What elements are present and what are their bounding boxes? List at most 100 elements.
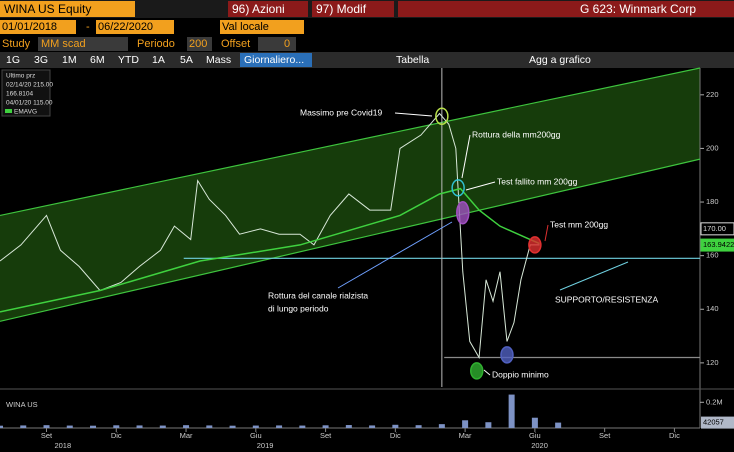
tab-active[interactable] <box>240 53 312 67</box>
series-line <box>0 112 540 360</box>
volume-bar <box>322 425 329 428</box>
x-tick-label: Set <box>41 431 53 440</box>
volume-bar <box>485 422 492 428</box>
menu[interactable] <box>312 1 394 17</box>
toolbar-button[interactable]: 1M <box>62 54 77 66</box>
toolbar-button[interactable]: Giornaliero... <box>244 54 304 66</box>
marker <box>451 179 465 197</box>
legend-entry: Ultimo prz <box>6 73 35 80</box>
volume-bar <box>415 425 422 428</box>
year-label: 2019 <box>257 441 274 450</box>
toolbar-button[interactable]: Mass <box>206 54 231 66</box>
input[interactable] <box>258 37 296 51</box>
toolbar-button[interactable]: YTD <box>118 54 139 66</box>
input[interactable] <box>187 37 212 51</box>
toolbar-button[interactable]: 3G <box>34 54 48 66</box>
volume-bar <box>508 394 515 428</box>
volume-bar <box>276 425 283 428</box>
menu: 96) Azioni <box>232 2 285 16</box>
end-date: 06/22/2020 <box>98 21 153 33</box>
volume-bar <box>345 425 352 428</box>
volume-bar <box>555 422 562 428</box>
marker <box>435 107 449 126</box>
price-tag-label: 163.9422 <box>703 240 734 249</box>
menu[interactable] <box>228 1 308 17</box>
security-name: G 623: Winmark Corp <box>580 2 696 16</box>
volume-bar <box>531 417 538 428</box>
y-tick-label: 120 <box>706 358 719 367</box>
toolbar-button[interactable]: 1A <box>152 54 165 66</box>
volume-bar <box>229 425 236 428</box>
volume-bar <box>183 425 190 428</box>
volume-bar <box>43 425 50 428</box>
legend-entry: EMAVG <box>14 109 37 116</box>
title-bar <box>398 1 734 17</box>
toolbar-button[interactable]: 1G <box>6 54 20 66</box>
x-tick-label: Giu <box>250 431 262 440</box>
volume-bar <box>392 424 399 428</box>
label: Study <box>2 38 31 50</box>
arrow <box>337 221 453 289</box>
period: 200 <box>189 38 207 50</box>
menu: 97) Modif <box>316 2 367 16</box>
marker <box>456 201 470 225</box>
legend-swatch <box>5 109 12 113</box>
input[interactable] <box>0 20 76 34</box>
volume-bar <box>252 425 259 428</box>
marker <box>469 362 484 380</box>
year-label: 2018 <box>54 441 71 450</box>
x-tick-label: Dic <box>390 431 401 440</box>
volume-bar <box>113 425 120 428</box>
legend-box <box>1 69 51 117</box>
annotation: Massimo pre Covid19 <box>300 107 382 117</box>
ticker-box[interactable] <box>0 1 135 17</box>
volume-label: 42057 <box>703 418 724 427</box>
ticker: WINA US Equity <box>4 2 91 16</box>
legend-entry: 04/01/20 115.00 <box>6 100 53 107</box>
volume-bar <box>369 425 376 428</box>
marker <box>528 236 542 254</box>
volume-bar <box>159 425 166 428</box>
legend-entry: 02/14/20 215.00 <box>6 82 53 89</box>
volume-tag <box>701 416 734 429</box>
arrow <box>394 112 433 117</box>
label: Offset <box>221 38 250 50</box>
x-tick-label: Mar <box>459 431 472 440</box>
toolbar-button[interactable]: 6M <box>90 54 105 66</box>
toolbar-button[interactable]: 5A <box>180 54 193 66</box>
toolbar <box>0 52 734 68</box>
marker <box>500 346 514 364</box>
study-type: MM scad <box>41 38 86 50</box>
annotation: Test fallito mm 200gg <box>497 176 578 186</box>
y-tick-label: 220 <box>706 90 719 99</box>
x-tick-label: Dic <box>669 431 680 440</box>
volume-bar <box>136 425 143 428</box>
price-tag <box>700 222 734 236</box>
legend-entry: 166.8104 <box>6 91 33 98</box>
input[interactable] <box>220 20 304 34</box>
annotation: Rottura della mm200gg <box>472 129 561 139</box>
control-row <box>0 19 734 35</box>
annotation: di lungo periodo <box>268 303 329 313</box>
x-tick-label: Giu <box>529 431 541 440</box>
x-tick-label: Set <box>320 431 332 440</box>
x-tick-label: Set <box>599 431 611 440</box>
offset: 0 <box>284 38 290 50</box>
volume-bar <box>66 425 73 428</box>
start-date: 01/01/2018 <box>2 21 57 33</box>
toolbar-button[interactable]: Agg a grafico <box>529 54 591 66</box>
input[interactable] <box>96 20 174 34</box>
year-label: 2020 <box>531 441 548 450</box>
x-tick-label: Dic <box>111 431 122 440</box>
input[interactable] <box>38 37 128 51</box>
y-tick-label: 140 <box>706 304 719 313</box>
toolbar-button[interactable]: Tabella <box>396 54 429 66</box>
currency: Val locale <box>222 21 269 33</box>
y-tick-label: 200 <box>706 143 719 152</box>
arrow <box>559 261 629 291</box>
arrow <box>465 181 496 191</box>
annotation: Rottura del canale rialzista <box>268 290 368 300</box>
y-tick-label: 180 <box>706 197 719 206</box>
price-tag <box>700 238 734 252</box>
volume-bar <box>0 425 3 428</box>
